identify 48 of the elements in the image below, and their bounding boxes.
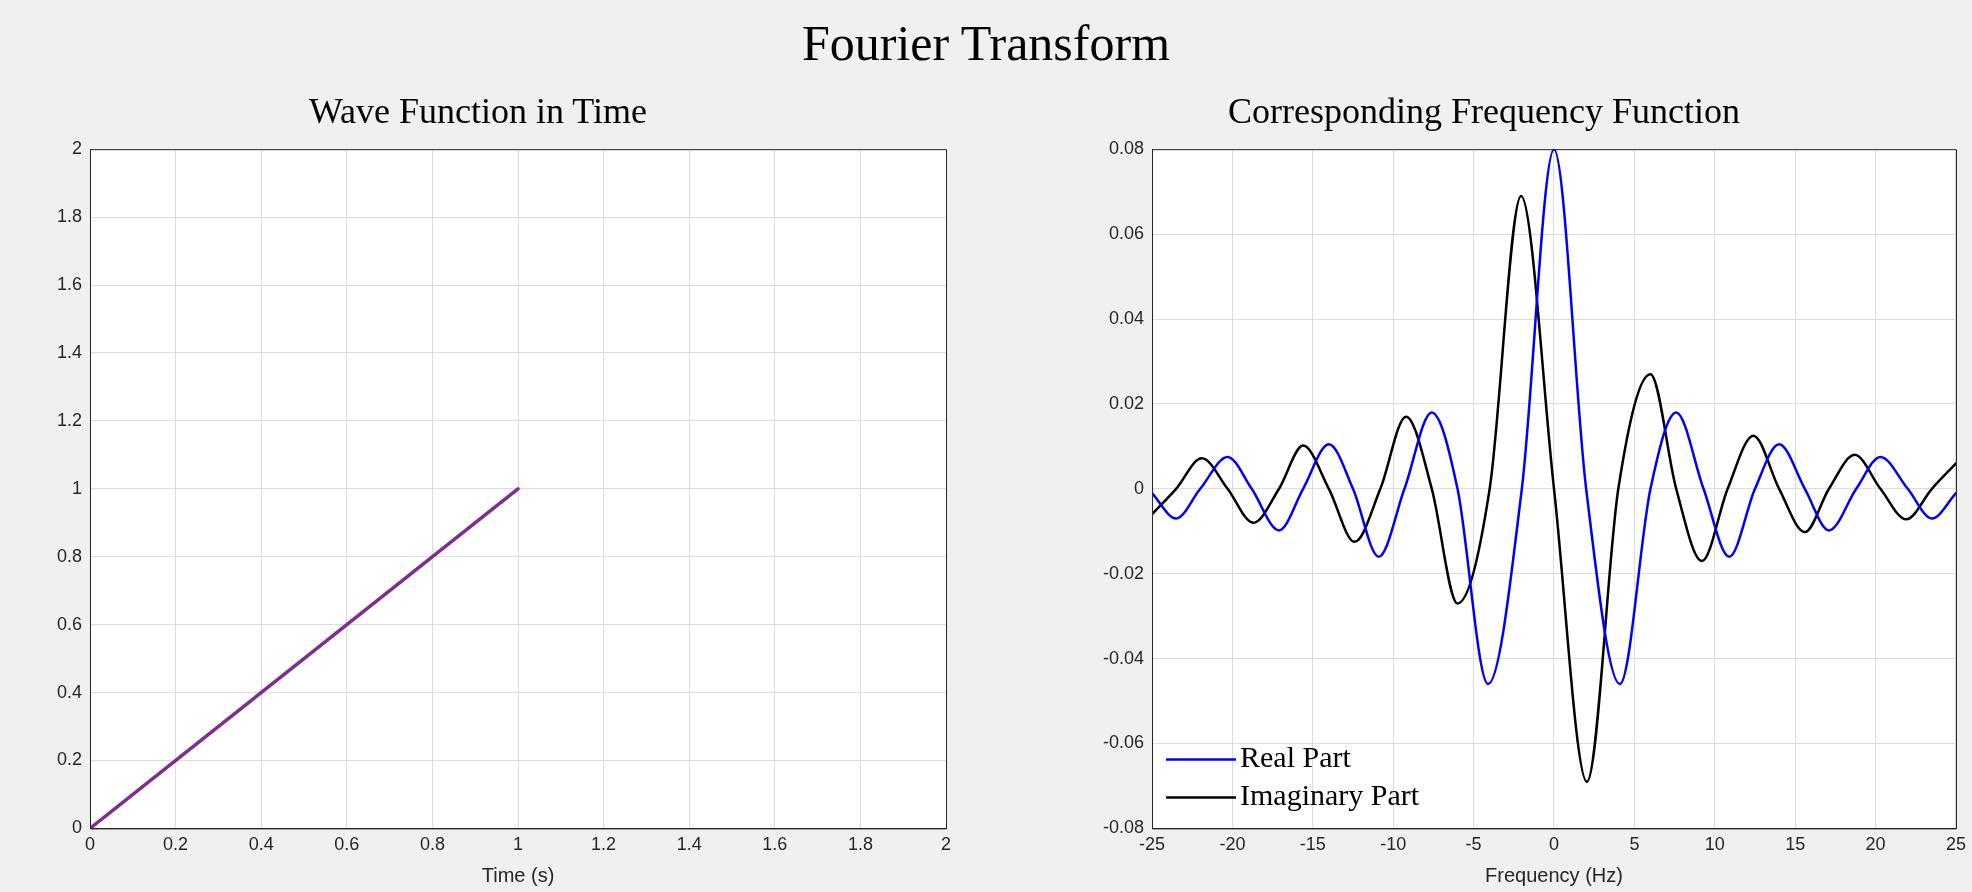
x-tick-label: 0.4 xyxy=(248,834,274,855)
y-tick-label: 0.2 xyxy=(56,749,82,770)
y-tick-label: 1.4 xyxy=(56,341,82,362)
x-tick-label: 1.8 xyxy=(847,834,873,855)
y-tick-label: -0.06 xyxy=(1102,732,1144,753)
x-tick-label: 2 xyxy=(940,834,952,855)
y-tick-label: 0 xyxy=(1133,477,1144,498)
y-tick-label: 1.8 xyxy=(56,206,82,227)
x-tick-label: 1.2 xyxy=(591,834,617,855)
x-tick-label: -10 xyxy=(1380,834,1407,855)
x-axis-title: Time (s) xyxy=(481,863,555,886)
legend-label: Imaginary Part xyxy=(1240,778,1420,812)
text: Fourier Transform xyxy=(801,14,1171,72)
x-tick-label: 15 xyxy=(1785,834,1806,855)
x-tick-label: 25 xyxy=(1945,834,1966,855)
x-tick-label: -20 xyxy=(1219,834,1246,855)
x-tick-label: 0.6 xyxy=(334,834,360,855)
chart-title: Wave Function in Time xyxy=(308,91,648,132)
y-tick-label: 0.04 xyxy=(1108,307,1144,328)
y-tick-label: 0 xyxy=(71,817,82,838)
line-series xyxy=(1152,194,1956,783)
y-tick-label: -0.04 xyxy=(1102,647,1144,668)
y-tick-label: -0.02 xyxy=(1102,562,1144,583)
y-tick-label: 0.02 xyxy=(1108,392,1144,413)
x-tick-label: 0.2 xyxy=(163,834,189,855)
x-axis-title: Frequency (Hz) xyxy=(1485,863,1623,886)
x-tick-label: 20 xyxy=(1865,834,1886,855)
y-tick-label: 0.06 xyxy=(1108,223,1144,244)
x-tick-label: 10 xyxy=(1704,834,1725,855)
x-tick-label: -15 xyxy=(1299,834,1326,855)
y-tick-label: 0.08 xyxy=(1108,138,1144,159)
chart-title: Corresponding Frequency Function xyxy=(1228,91,1740,132)
y-tick-label: 0.6 xyxy=(56,613,82,634)
x-tick-label: 0.8 xyxy=(419,834,445,855)
y-tick-label: 0.4 xyxy=(56,681,82,702)
x-tick-label: 1.6 xyxy=(762,834,788,855)
y-tick-label: 1.2 xyxy=(56,409,82,430)
x-tick-label: 5 xyxy=(1629,834,1640,855)
y-tick-label: 0.8 xyxy=(56,545,82,566)
y-tick-label: 2 xyxy=(71,138,82,159)
legend-label: Real Part xyxy=(1240,740,1352,774)
y-tick-label: 1.6 xyxy=(56,274,82,295)
x-tick-label: 0 xyxy=(1548,834,1559,855)
x-tick-label: 1.4 xyxy=(676,834,702,855)
y-tick-label: 1 xyxy=(71,477,82,498)
x-tick-label: -5 xyxy=(1465,834,1482,855)
x-tick-label: 0 xyxy=(84,834,96,855)
x-tick-label: 1 xyxy=(512,834,524,855)
